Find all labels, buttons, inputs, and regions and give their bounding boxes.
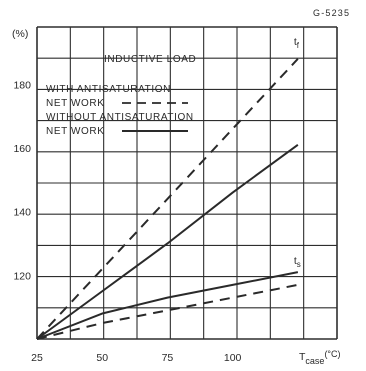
series-line-t_f-solid bbox=[36, 143, 299, 340]
x-axis-label: Tcase(°C) bbox=[299, 349, 341, 366]
series-label-main: t bbox=[294, 36, 297, 48]
y-tick-label: 120 bbox=[13, 270, 31, 282]
legend-with-line1: WITH ANTISATURATION bbox=[46, 84, 171, 95]
series-line-t_s-solid bbox=[36, 271, 299, 340]
grid bbox=[36, 26, 338, 340]
legend: INDUCTIVE LOAD WITH ANTISATURATION NET W… bbox=[46, 54, 196, 137]
y-ticks: 120 140 160 180 bbox=[13, 79, 31, 282]
y-tick-label: 160 bbox=[13, 143, 31, 155]
series-label-sub: s bbox=[297, 260, 301, 269]
figure-code: G-5235 bbox=[313, 8, 350, 18]
series-lines bbox=[36, 58, 299, 340]
y-tick-label: 180 bbox=[13, 79, 31, 91]
x-axis-label-unit: (°C) bbox=[324, 349, 340, 359]
x-tick-label: 50 bbox=[96, 352, 108, 364]
y-tick-label: 140 bbox=[13, 207, 31, 219]
x-tick-label: 100 bbox=[224, 352, 242, 364]
series-line-t_f-dashed bbox=[36, 58, 299, 340]
legend-title: INDUCTIVE LOAD bbox=[104, 54, 196, 65]
legend-with-line2: NET WORK bbox=[46, 98, 105, 109]
series-label-t_f: tf bbox=[294, 36, 300, 50]
x-tick-label: 25 bbox=[31, 352, 43, 364]
x-tick-label: 75 bbox=[162, 352, 174, 364]
series-label-main: t bbox=[294, 255, 297, 267]
series-label-t_s: ts bbox=[294, 255, 301, 269]
x-axis-label-sub: case bbox=[305, 356, 324, 366]
x-ticks: 25 50 75 100 bbox=[31, 352, 241, 364]
y-axis-label: (%) bbox=[12, 28, 28, 40]
series-line-t_s-dashed bbox=[36, 283, 299, 340]
series-label-sub: f bbox=[297, 41, 300, 50]
x-axis-label-main: T bbox=[299, 351, 306, 363]
legend-without-line1: WITHOUT ANTISATURATION bbox=[46, 112, 194, 123]
legend-without-line2: NET WORK bbox=[46, 126, 105, 137]
